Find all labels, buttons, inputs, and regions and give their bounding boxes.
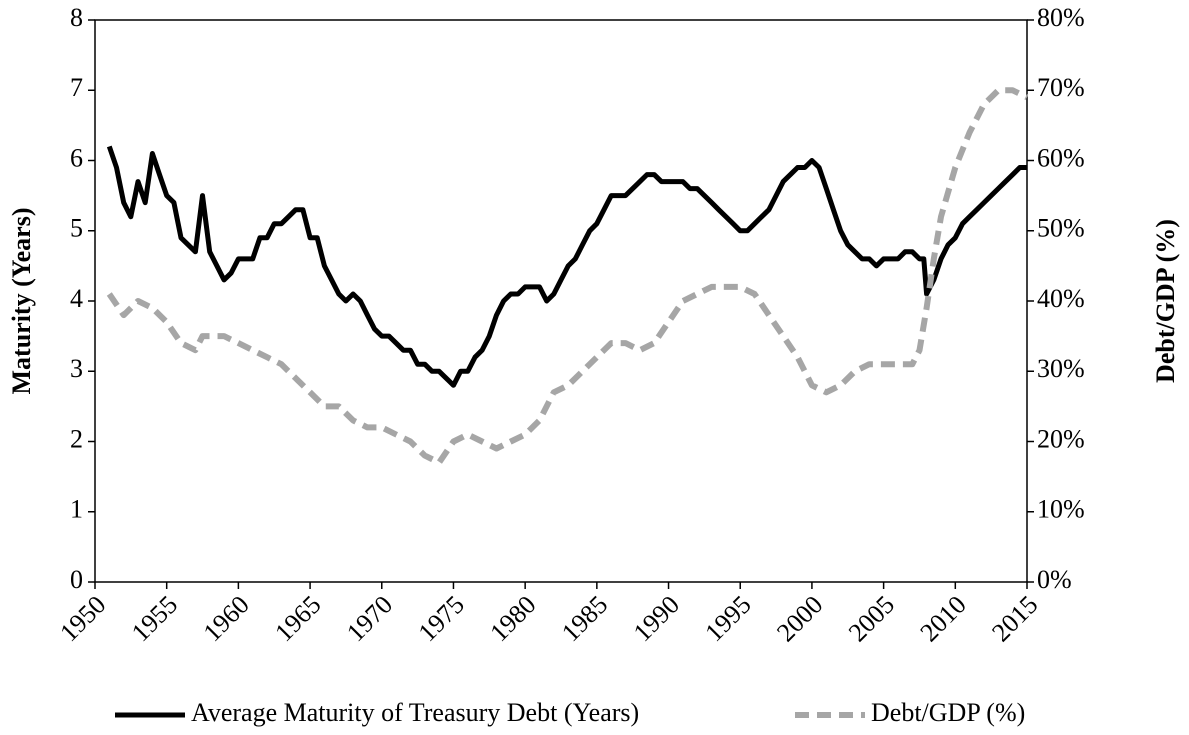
- y-tick-label: 1: [70, 495, 83, 524]
- y2-axis-label: Debt/GDP (%): [1151, 219, 1180, 383]
- legend-label: Average Maturity of Treasury Debt (Years…: [191, 698, 639, 727]
- x-tick-label: 2000: [771, 590, 828, 647]
- y2-tick-label: 50%: [1037, 214, 1085, 243]
- y2-tick-label: 30%: [1037, 354, 1085, 383]
- y-axis-label: Maturity (Years): [7, 208, 36, 395]
- y2-tick-label: 80%: [1037, 3, 1085, 32]
- x-tick-label: 1995: [699, 590, 756, 647]
- x-tick-label: 1975: [413, 590, 470, 647]
- y2-tick-label: 70%: [1037, 73, 1085, 102]
- x-tick-label: 1950: [54, 590, 111, 647]
- series-line: [106, 87, 1029, 466]
- x-tick-label: 2005: [843, 590, 900, 647]
- y-tick-label: 2: [70, 424, 83, 453]
- y2-tick-label: 60%: [1037, 143, 1085, 172]
- legend-label: Debt/GDP (%): [871, 698, 1025, 727]
- y-tick-label: 4: [70, 284, 83, 313]
- series-line: [106, 145, 1027, 388]
- y2-tick-label: 10%: [1037, 495, 1085, 524]
- y-tick-label: 3: [70, 354, 83, 383]
- y-tick-label: 7: [70, 73, 83, 102]
- x-tick-label: 1985: [556, 590, 613, 647]
- y-tick-label: 5: [70, 214, 83, 243]
- x-tick-label: 1965: [269, 590, 326, 647]
- x-tick-label: 1960: [198, 590, 255, 647]
- y-tick-label: 0: [70, 565, 83, 594]
- x-tick-label: 1980: [484, 590, 541, 647]
- y2-tick-label: 0%: [1037, 565, 1072, 594]
- x-tick-label: 1970: [341, 590, 398, 647]
- x-tick-label: 1990: [628, 590, 685, 647]
- y-tick-label: 6: [70, 143, 83, 172]
- y-tick-label: 8: [70, 3, 83, 32]
- y2-tick-label: 20%: [1037, 424, 1085, 453]
- x-tick-label: 2015: [986, 590, 1043, 647]
- y2-tick-label: 40%: [1037, 284, 1085, 313]
- x-tick-label: 1955: [126, 590, 183, 647]
- x-tick-label: 2010: [914, 590, 971, 647]
- plot-frame: [94, 19, 1028, 583]
